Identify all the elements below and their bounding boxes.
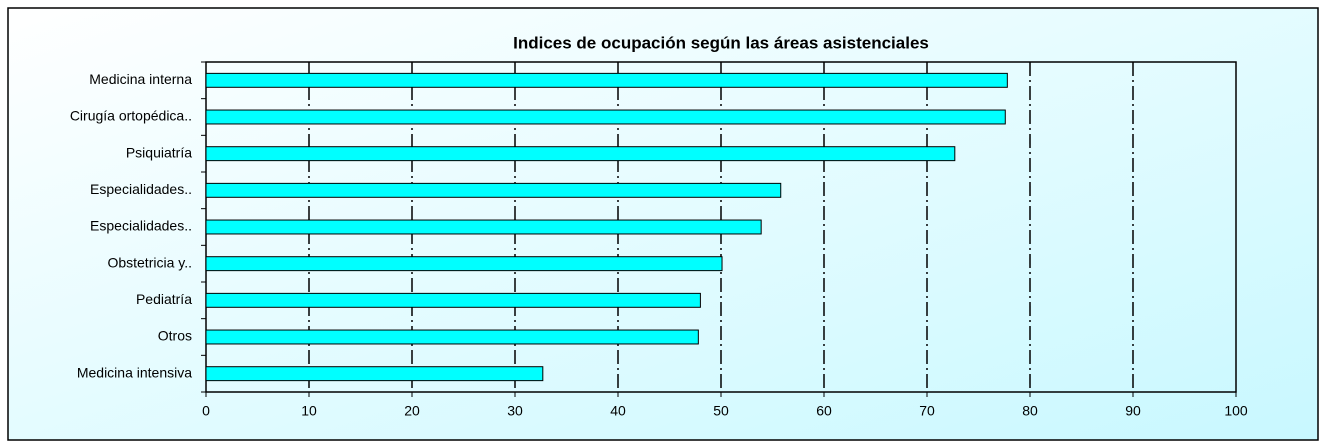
x-tick-label: 20 <box>404 403 420 419</box>
x-tick-label: 70 <box>919 403 935 419</box>
y-tick-label: Cirugía ortopédica.. <box>70 108 192 124</box>
bar <box>205 72 1008 88</box>
y-tick-label: Medicina intensiva <box>77 364 192 380</box>
y-tick-label: Pediatría <box>136 291 192 307</box>
y-tick-label: Obstetricia y.. <box>107 254 192 270</box>
chart-title: Indices de ocupación según las áreas asi… <box>513 33 929 52</box>
x-tick-label: 0 <box>202 403 210 419</box>
x-tick-label: 100 <box>1224 403 1248 419</box>
bar <box>205 329 699 345</box>
x-tick-label: 50 <box>713 403 729 419</box>
x-tick-label: 80 <box>1022 403 1038 419</box>
bar <box>205 256 723 272</box>
y-tick-label: Especialidades.. <box>90 218 192 234</box>
bar <box>205 182 782 198</box>
x-tick-label: 60 <box>816 403 832 419</box>
y-tick-label: Medicina interna <box>89 71 192 87</box>
bar <box>205 109 1006 125</box>
y-tick-label: Especialidades.. <box>90 181 192 197</box>
bar <box>205 366 544 382</box>
bar <box>205 292 701 308</box>
x-tick-label: 90 <box>1125 403 1141 419</box>
bar <box>205 219 762 235</box>
y-tick-label: Otros <box>158 328 192 344</box>
x-tick-label: 40 <box>610 403 626 419</box>
y-tick-label: Psiquiatría <box>126 144 192 160</box>
x-tick-label: 10 <box>301 403 317 419</box>
bar <box>205 146 956 162</box>
x-tick-label: 30 <box>507 403 523 419</box>
